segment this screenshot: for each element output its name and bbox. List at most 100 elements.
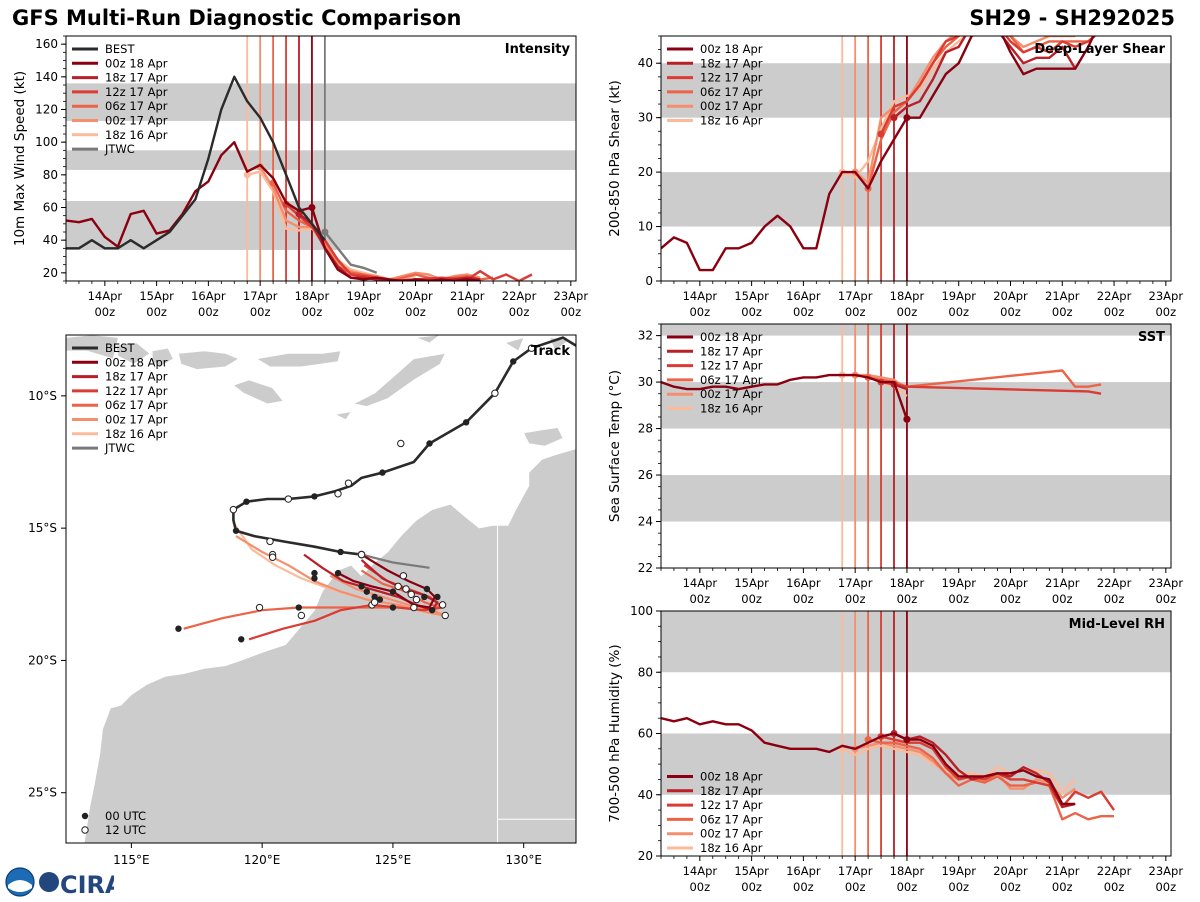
track-ytick-label: 15°S bbox=[28, 521, 57, 535]
sst-plot-area bbox=[661, 324, 1102, 568]
track-marker-12utc bbox=[402, 585, 410, 593]
track-frame bbox=[65, 334, 577, 844]
track-marker-00utc bbox=[426, 440, 433, 447]
shear-xtick-label-hour: 00z bbox=[793, 305, 814, 319]
rh-xtick-label-day: 22Apr bbox=[1097, 864, 1132, 878]
shear-ytick-label: 30 bbox=[638, 111, 653, 125]
rh-ytick-label: 60 bbox=[638, 727, 653, 741]
intensity-ytick-label: 140 bbox=[35, 70, 58, 84]
track-marker-00utc bbox=[371, 593, 378, 601]
shear-title: Deep-Layer Shear bbox=[1034, 42, 1165, 57]
track-marker-00utc bbox=[379, 469, 386, 476]
shear-xtick-label-hour: 00z bbox=[845, 305, 866, 319]
track-legend-label-12utc: 12 UTC bbox=[105, 823, 146, 837]
intensity-legend-label-jtwc: JTWC bbox=[104, 142, 135, 156]
sst-legend-label-00z-17-apr: 00z 17 Apr bbox=[700, 387, 763, 401]
track-marker-00utc bbox=[232, 527, 240, 534]
intensity-xtick-label-hour: 00z bbox=[302, 305, 323, 319]
intensity-xtick-label-day: 22Apr bbox=[502, 289, 537, 303]
shear-ytick-label: 10 bbox=[638, 220, 653, 234]
shear-xtick-label-day: 17Apr bbox=[838, 289, 873, 303]
sst-xtick-label-hour: 00z bbox=[1000, 592, 1021, 606]
track-marker-12utc bbox=[344, 479, 353, 487]
rh-series-00z-18-apr bbox=[661, 717, 1076, 806]
sst-ytick-label: 26 bbox=[638, 468, 653, 482]
shear-ytick-label: 0 bbox=[645, 274, 653, 288]
track-marker-00utc bbox=[462, 419, 470, 426]
intensity-legend-label-00z-17-apr: 00z 17 Apr bbox=[105, 114, 168, 128]
intensity-xtick-label-day: 21Apr bbox=[450, 289, 485, 303]
track-xtick-label: 125°E bbox=[375, 853, 412, 867]
intensity-ytick-label: 60 bbox=[43, 201, 58, 215]
track-marker-00utc bbox=[434, 593, 441, 601]
shear-xtick-label-hour: 00z bbox=[1104, 305, 1125, 319]
shear-xtick-label-day: 23Apr bbox=[1149, 289, 1184, 303]
sst-series-00z-18-apr bbox=[661, 373, 909, 420]
rh-xtick-label-day: 23Apr bbox=[1149, 864, 1184, 878]
rh-series-06z-17-apr bbox=[867, 738, 1114, 821]
shear-init-marker-18z-17-apr bbox=[890, 114, 898, 122]
logo-text: CIRA bbox=[60, 871, 114, 898]
shear-legend-label-12z-17-apr: 12z 17 Apr bbox=[700, 71, 763, 85]
rh-xtick-label-hour: 00z bbox=[793, 880, 814, 894]
intensity-legend-label-best: BEST bbox=[105, 42, 135, 56]
sst-xtick-label-day: 16Apr bbox=[786, 576, 821, 590]
track-marker-12utc bbox=[268, 553, 277, 561]
sst-legend-label-18z-16-apr: 18z 16 Apr bbox=[700, 402, 763, 416]
track-legend-label-18z-16-apr: 18z 16 Apr bbox=[105, 427, 168, 441]
track-marker-00utc bbox=[311, 493, 318, 500]
intensity-xtick-label-day: 17Apr bbox=[243, 289, 278, 303]
intensity-init-marker-18z-17-apr bbox=[295, 210, 303, 218]
rh-xtick-label-hour: 00z bbox=[1000, 880, 1021, 894]
track-marker-12utc bbox=[370, 598, 379, 606]
track-map-area bbox=[66, 335, 576, 843]
intensity-init-marker-18z-16-apr bbox=[243, 171, 251, 179]
rh-ylabel: 700-500 hPa Humidity (%) bbox=[607, 644, 623, 822]
intensity-xtick-label-day: 16Apr bbox=[191, 289, 226, 303]
intensity-xtick-label-day: 20Apr bbox=[398, 289, 433, 303]
shear-legend-label-06z-17-apr: 06z 17 Apr bbox=[700, 85, 763, 99]
rh-band bbox=[661, 611, 1171, 673]
intensity-title: Intensity bbox=[505, 42, 571, 57]
track-xtick-label: 120°E bbox=[244, 853, 281, 867]
shear-series-18z-17-apr bbox=[893, 36, 1077, 119]
sst-legend-label-06z-17-apr: 06z 17 Apr bbox=[700, 373, 763, 387]
track-marker-00utc bbox=[311, 569, 318, 577]
intensity-xtick-label-hour: 00z bbox=[94, 305, 115, 319]
track-land bbox=[504, 337, 525, 352]
shear-xtick-label-hour: 00z bbox=[1052, 305, 1073, 319]
intensity-plot-area bbox=[66, 36, 533, 281]
track-marker-12utc bbox=[397, 439, 405, 448]
sst-xtick-label-day: 18Apr bbox=[890, 576, 925, 590]
shear-ytick-label: 20 bbox=[638, 165, 653, 179]
shear-xtick-label-hour: 00z bbox=[741, 305, 762, 319]
intensity-xtick-label-hour: 00z bbox=[457, 305, 478, 319]
intensity-xtick-label-hour: 00z bbox=[353, 305, 374, 319]
rh-xtick-label-hour: 00z bbox=[1052, 880, 1073, 894]
track-marker-00utc bbox=[243, 498, 250, 505]
track-land bbox=[83, 448, 576, 843]
track-land bbox=[232, 379, 284, 405]
intensity-legend-label-18z-17-apr: 18z 17 Apr bbox=[105, 71, 168, 85]
intensity-xtick-label-hour: 00z bbox=[250, 305, 271, 319]
shear-xtick-label-hour: 00z bbox=[689, 305, 710, 319]
sst-xtick-label-hour: 00z bbox=[1052, 592, 1073, 606]
sst-ytick-label: 28 bbox=[638, 422, 653, 436]
noaa-logo-icon: CIRA bbox=[5, 867, 124, 899]
track-land bbox=[523, 427, 564, 447]
rh-ytick-label: 20 bbox=[638, 849, 653, 863]
shear-xtick-label-day: 19Apr bbox=[941, 289, 976, 303]
shear-init-marker-12z-17-apr bbox=[877, 130, 885, 138]
sst-xtick-label-day: 15Apr bbox=[734, 576, 769, 590]
track-land bbox=[352, 353, 446, 407]
rh-init-marker-00z-18-apr bbox=[903, 736, 911, 744]
sst-ytick-label: 22 bbox=[638, 561, 653, 575]
track-marker-00utc bbox=[358, 583, 365, 590]
track-legend-label-00utc: 00 UTC bbox=[105, 809, 146, 823]
sst-xtick-label-day: 17Apr bbox=[838, 576, 873, 590]
shear-plot-area bbox=[661, 36, 1097, 281]
track-marker-12utc bbox=[412, 595, 421, 604]
sst-band bbox=[661, 324, 1171, 336]
rh-legend-label-18z-16-apr: 18z 16 Apr bbox=[700, 841, 763, 855]
